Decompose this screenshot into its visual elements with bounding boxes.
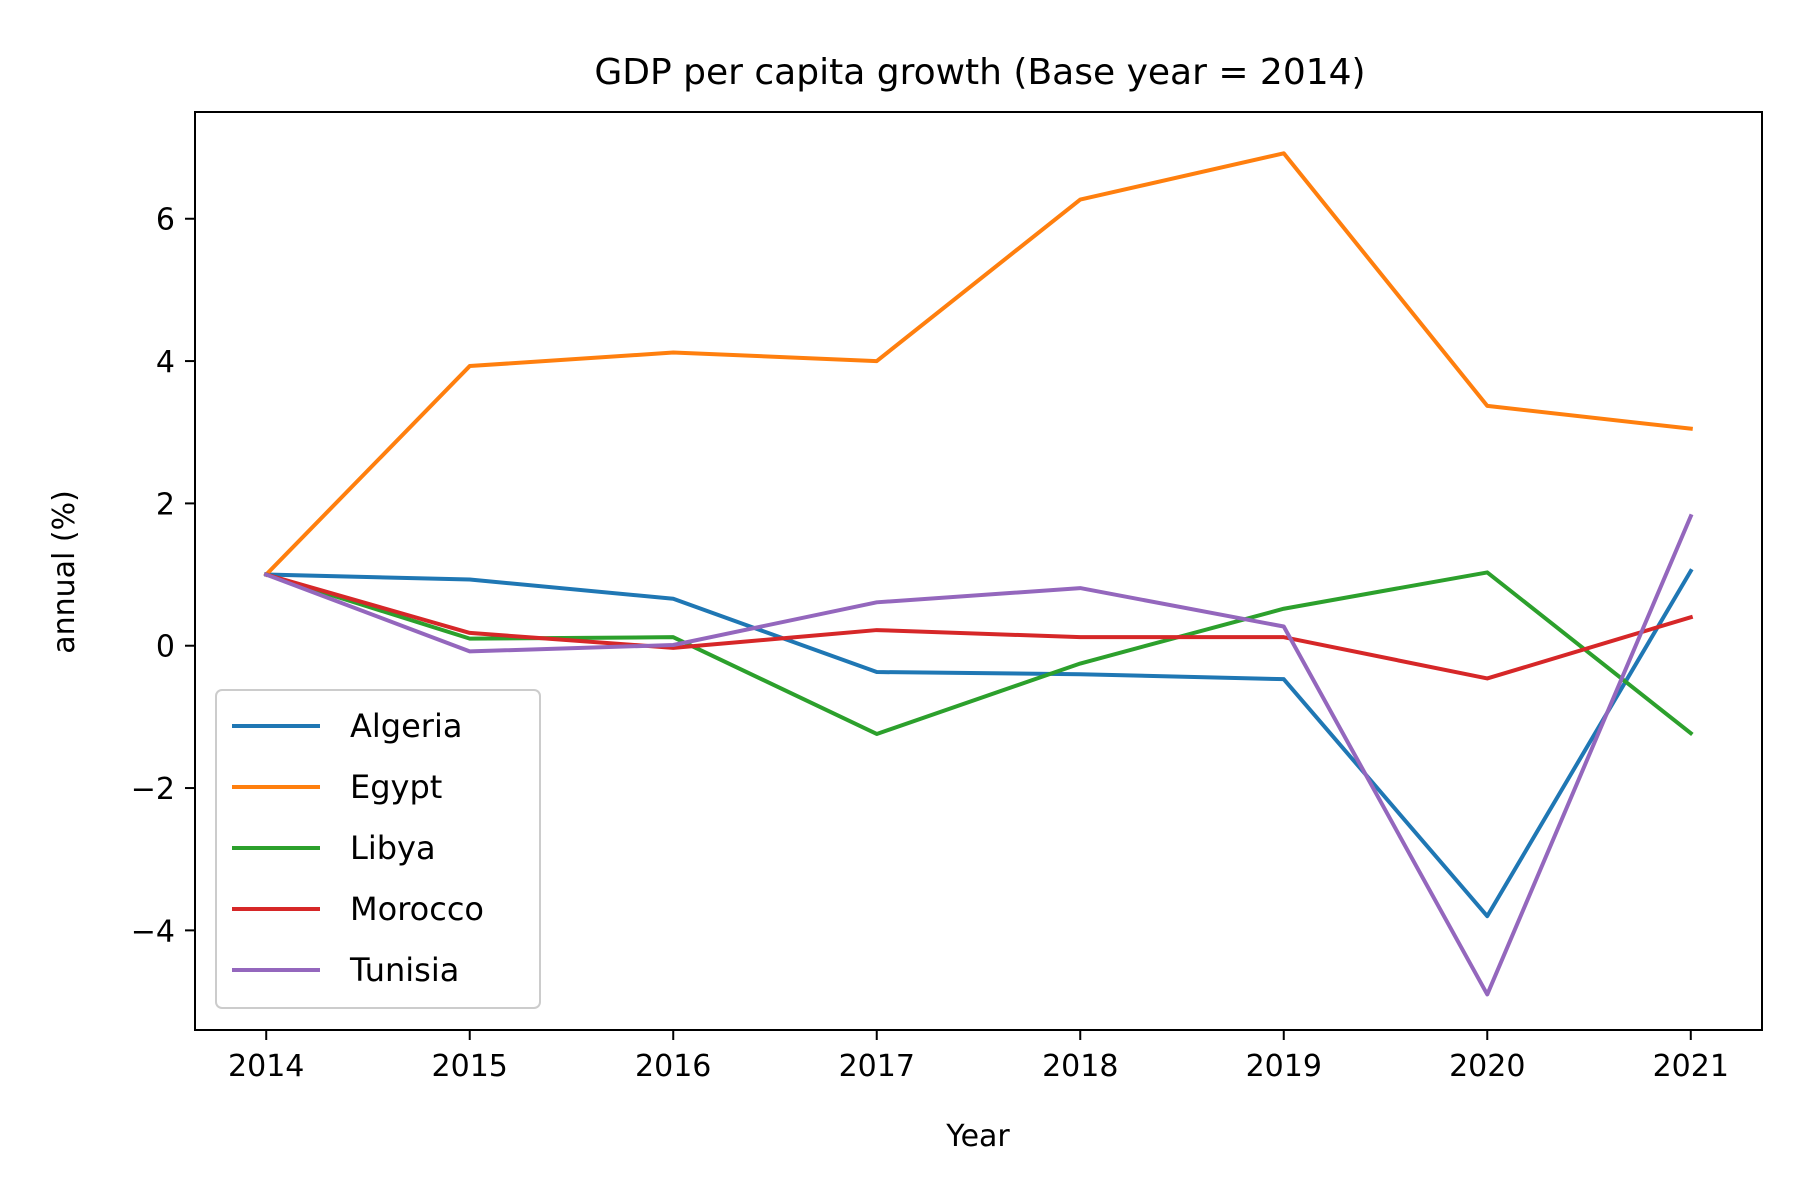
chart-title: GDP per capita growth (Base year = 2014)	[594, 52, 1365, 93]
legend: Algeria Egypt Libya Morocco Tunisia	[215, 689, 541, 1009]
y-tick-label: −2	[131, 772, 175, 807]
y-tick-label: 4	[156, 345, 175, 380]
series-line-egypt	[263, 151, 1693, 578]
series-line-tunisia	[263, 513, 1694, 997]
legend-label-morocco: Morocco	[350, 890, 484, 928]
series-line-morocco	[263, 572, 1694, 681]
legend-label-egypt: Egypt	[350, 768, 442, 806]
x-tick-label: 2020	[1449, 1049, 1525, 1084]
y-axis-ticks: −4 −2 0 2 4 6	[131, 203, 195, 949]
x-axis-label: Year	[945, 1119, 1010, 1154]
y-tick-label: 0	[156, 630, 175, 665]
legend-items: Algeria Egypt Libya Morocco Tunisia	[232, 707, 484, 989]
series-lines	[263, 151, 1694, 997]
plot-area-frame	[194, 111, 1763, 1031]
series-line-algeria	[264, 568, 1694, 919]
x-tick-label: 2015	[432, 1049, 508, 1084]
y-tick-label: −4	[131, 914, 175, 949]
x-tick-label: 2018	[1042, 1049, 1118, 1084]
y-tick-label: 6	[156, 203, 175, 238]
legend-label-libya: Libya	[350, 829, 436, 867]
x-tick-label: 2014	[228, 1049, 304, 1084]
legend-box	[215, 689, 541, 1009]
x-axis-ticks: 2014 2015 2016 2017 2018 2019 2020 2021	[228, 1030, 1729, 1084]
legend-label-algeria: Algeria	[350, 707, 462, 745]
y-tick-label: 2	[156, 487, 175, 522]
y-axis-label: annual (%)	[47, 490, 82, 654]
x-tick-label: 2019	[1246, 1049, 1322, 1084]
x-tick-label: 2021	[1653, 1049, 1729, 1084]
legend-label-tunisia: Tunisia	[349, 951, 459, 989]
x-tick-label: 2016	[635, 1049, 711, 1084]
x-tick-label: 2017	[839, 1049, 915, 1084]
series-line-libya	[263, 570, 1694, 737]
